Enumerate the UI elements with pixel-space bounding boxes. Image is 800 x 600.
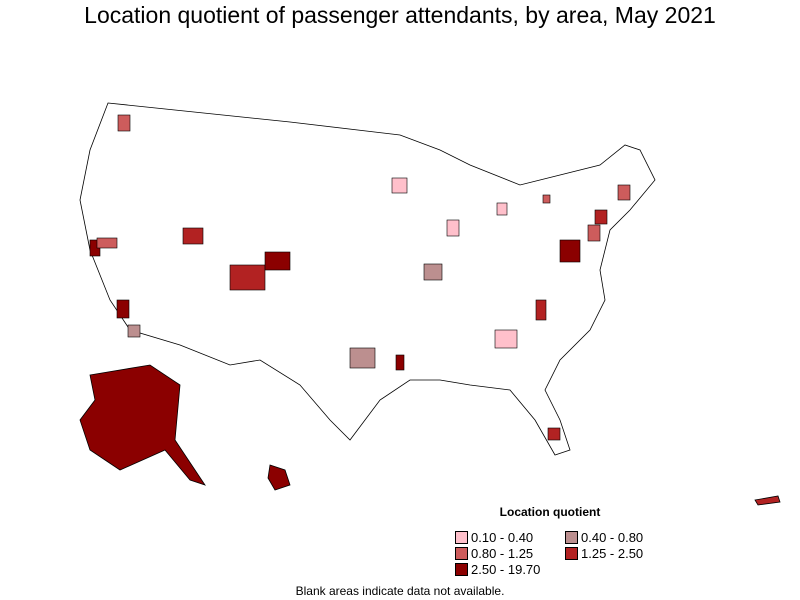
area-detroit <box>496 202 508 216</box>
area-ny <box>594 209 608 225</box>
legend-swatch <box>455 547 468 560</box>
legend-item: 0.80 - 1.25 <box>455 546 533 561</box>
area-dallas <box>349 347 376 369</box>
legend: Location quotient 0.10 - 0.40 0.40 - 0.8… <box>455 505 655 577</box>
area-sacramento <box>96 237 118 249</box>
legend-label: 0.10 - 0.40 <box>471 530 534 545</box>
area-seattle <box>117 114 131 132</box>
area-dc <box>559 239 581 263</box>
legend-swatch <box>455 531 468 544</box>
area-boston <box>617 184 631 201</box>
area-chicago <box>446 219 460 237</box>
puerto-rico-outline <box>754 495 781 506</box>
legend-label: 2.50 - 19.70 <box>471 562 541 577</box>
legend-item: 1.25 - 2.50 <box>565 546 643 561</box>
hawaii-outline <box>267 464 291 491</box>
legend-swatch <box>565 531 578 544</box>
legend-swatch <box>455 563 468 576</box>
legend-label: 0.40 - 0.80 <box>581 530 644 545</box>
area-miami <box>547 427 561 441</box>
area-st-louis <box>423 263 443 281</box>
footnote: Blank areas indicate data not available. <box>295 584 505 598</box>
area-san-diego <box>127 324 141 338</box>
legend-label: 1.25 - 2.50 <box>581 546 644 561</box>
area-denver-2 <box>264 251 291 271</box>
legend-swatch <box>565 547 578 560</box>
legend-item: 0.40 - 0.80 <box>565 530 643 545</box>
area-philadelphia <box>587 224 601 242</box>
area-salt-lake <box>182 227 204 245</box>
legend-title: Location quotient <box>499 505 601 519</box>
area-louisiana <box>395 354 405 371</box>
map-title: Location quotient of passenger attendant… <box>84 2 716 28</box>
area-denver <box>229 264 266 291</box>
area-buffalo <box>542 194 551 204</box>
area-minneapolis <box>391 177 408 194</box>
area-charlotte <box>535 299 547 321</box>
legend-item: 0.10 - 0.40 <box>455 530 533 545</box>
legend-label: 0.80 - 1.25 <box>471 546 534 561</box>
contiguous-us-outline <box>79 102 656 456</box>
area-la <box>116 299 130 319</box>
alaska-outline <box>79 364 206 486</box>
legend-item: 2.50 - 19.70 <box>455 562 540 577</box>
area-atlanta <box>494 329 518 349</box>
